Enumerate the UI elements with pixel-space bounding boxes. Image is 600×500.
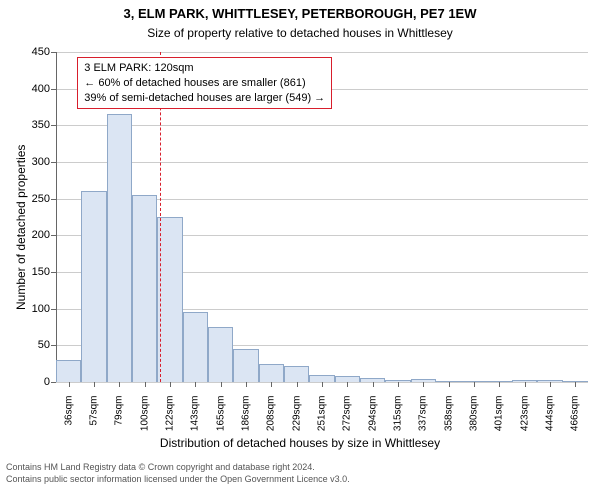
xtick-mark — [423, 382, 424, 387]
xtick-mark — [271, 382, 272, 387]
xtick-mark — [499, 382, 500, 387]
histogram-bar — [259, 364, 284, 382]
xtick-mark — [347, 382, 348, 387]
histogram-bar — [309, 375, 334, 382]
xtick-label: 57sqm — [89, 396, 100, 436]
ytick-label: 400 — [16, 83, 50, 95]
annotation-line: 39% of semi-detached houses are larger (… — [84, 91, 325, 106]
attrib-line2: Contains public sector information licen… — [6, 474, 594, 486]
xtick-mark — [119, 382, 120, 387]
ytick-mark — [51, 235, 56, 236]
chart-subtitle: Size of property relative to detached ho… — [0, 26, 600, 40]
ytick-mark — [51, 125, 56, 126]
xtick-mark — [575, 382, 576, 387]
ytick-label: 200 — [16, 229, 50, 241]
xtick-label: 380sqm — [469, 396, 480, 436]
annotation-box: 3 ELM PARK: 120sqm← 60% of detached hous… — [77, 57, 332, 110]
gridline — [56, 52, 588, 53]
xtick-mark — [322, 382, 323, 387]
xtick-mark — [373, 382, 374, 387]
y-axis-line — [56, 52, 57, 382]
xtick-label: 294sqm — [367, 396, 378, 436]
xtick-mark — [246, 382, 247, 387]
xtick-label: 315sqm — [393, 396, 404, 436]
attribution: Contains HM Land Registry data © Crown c… — [6, 462, 594, 485]
histogram-bar — [183, 312, 208, 382]
histogram-bar — [56, 360, 81, 382]
xtick-mark — [449, 382, 450, 387]
ytick-mark — [51, 309, 56, 310]
xtick-mark — [474, 382, 475, 387]
ytick-label: 250 — [16, 193, 50, 205]
histogram-bar — [132, 195, 157, 382]
xtick-label: 100sqm — [139, 396, 150, 436]
ytick-label: 300 — [16, 156, 50, 168]
plot-area: 3 ELM PARK: 120sqm← 60% of detached hous… — [56, 52, 588, 382]
xtick-label: 165sqm — [215, 396, 226, 436]
annotation-line: 3 ELM PARK: 120sqm — [84, 61, 325, 76]
gridline — [56, 162, 588, 163]
ytick-label: 350 — [16, 119, 50, 131]
xtick-label: 251sqm — [317, 396, 328, 436]
xtick-label: 401sqm — [494, 396, 505, 436]
xtick-mark — [145, 382, 146, 387]
ytick-mark — [51, 382, 56, 383]
ytick-mark — [51, 272, 56, 273]
xtick-label: 36sqm — [63, 396, 74, 436]
ytick-label: 450 — [16, 46, 50, 58]
x-axis-label: Distribution of detached houses by size … — [0, 436, 600, 450]
xtick-mark — [94, 382, 95, 387]
histogram-bar — [81, 191, 106, 382]
chart-title: 3, ELM PARK, WHITTLESEY, PETERBOROUGH, P… — [0, 6, 600, 21]
ytick-label: 100 — [16, 303, 50, 315]
ytick-mark — [51, 89, 56, 90]
ytick-label: 150 — [16, 266, 50, 278]
annotation-line: ← 60% of detached houses are smaller (86… — [84, 76, 325, 91]
histogram-bar — [107, 114, 132, 382]
xtick-label: 122sqm — [165, 396, 176, 436]
histogram-bar — [208, 327, 233, 382]
xtick-mark — [550, 382, 551, 387]
xtick-label: 79sqm — [114, 396, 125, 436]
xtick-label: 272sqm — [342, 396, 353, 436]
ytick-label: 0 — [16, 376, 50, 388]
ytick-label: 50 — [16, 339, 50, 351]
ytick-mark — [51, 162, 56, 163]
chart-container: 3, ELM PARK, WHITTLESEY, PETERBOROUGH, P… — [0, 0, 600, 500]
xtick-label: 186sqm — [241, 396, 252, 436]
xtick-mark — [170, 382, 171, 387]
xtick-mark — [525, 382, 526, 387]
xtick-label: 358sqm — [443, 396, 454, 436]
xtick-mark — [195, 382, 196, 387]
xtick-label: 208sqm — [266, 396, 277, 436]
xtick-mark — [221, 382, 222, 387]
xtick-label: 444sqm — [545, 396, 556, 436]
xtick-label: 466sqm — [570, 396, 581, 436]
xtick-mark — [398, 382, 399, 387]
xtick-label: 337sqm — [418, 396, 429, 436]
histogram-bar — [157, 217, 182, 382]
y-axis-label: Number of detached properties — [14, 145, 28, 310]
histogram-bar — [233, 349, 258, 382]
ytick-mark — [51, 345, 56, 346]
xtick-label: 143sqm — [190, 396, 201, 436]
xtick-label: 423sqm — [519, 396, 530, 436]
ytick-mark — [51, 199, 56, 200]
xtick-label: 229sqm — [291, 396, 302, 436]
xtick-mark — [297, 382, 298, 387]
histogram-bar — [284, 366, 309, 382]
attrib-line1: Contains HM Land Registry data © Crown c… — [6, 462, 594, 474]
gridline — [56, 125, 588, 126]
xtick-mark — [69, 382, 70, 387]
ytick-mark — [51, 52, 56, 53]
